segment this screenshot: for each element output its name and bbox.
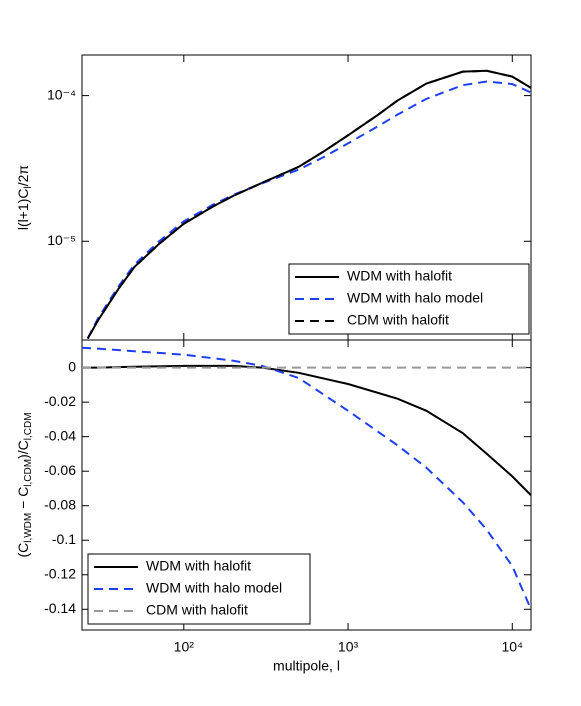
x-tick-label: 10² <box>174 639 195 655</box>
series-line <box>86 69 531 340</box>
y-tick-label: -0.06 <box>44 462 76 478</box>
x-tick-label: 10⁴ <box>501 639 523 655</box>
series-line <box>82 364 531 497</box>
y-axis-label-subscript: l,CDM <box>23 459 34 487</box>
y-tick-label: -0.04 <box>44 427 76 443</box>
plot-area <box>82 346 531 610</box>
y-axis-label-subscript: l <box>23 186 34 188</box>
legend-label: WDM with halofit <box>146 558 251 574</box>
y-axis-label: l(l+1)Cl/2π <box>15 165 34 231</box>
y-axis-label-subscript: l,CDM <box>23 412 34 440</box>
y-axis-label-subscript: l,WDM <box>23 513 34 543</box>
y-axis-label-part: − C <box>15 487 31 513</box>
legend-label: CDM with halofit <box>146 602 248 618</box>
y-tick-label: -0.12 <box>44 565 76 581</box>
y-tick-label: 10⁻⁵ <box>47 232 76 248</box>
y-axis-label: (Cl,WDM − Cl,CDM)/Cl,CDM <box>15 412 34 557</box>
y-axis-label-part: (C <box>15 543 31 558</box>
legend-label: CDM with halofit <box>347 312 449 328</box>
y-tick-label: -0.08 <box>44 496 76 512</box>
legend-label: WDM with halo model <box>347 290 483 306</box>
legend-label: WDM with halofit <box>347 268 452 284</box>
x-tick-label: 10³ <box>338 639 359 655</box>
y-axis-label-part: l(l+1)C <box>15 188 31 230</box>
x-axis-label: multipole, l <box>273 658 340 674</box>
y-tick-label: 10⁻⁴ <box>47 86 76 102</box>
legend-label: WDM with halo model <box>146 580 282 596</box>
y-tick-label: -0.14 <box>44 600 76 616</box>
plot-area <box>86 69 531 340</box>
axes-frame <box>81 339 532 631</box>
y-axis-label-part: )/C <box>15 440 31 459</box>
y-tick-label: -0.02 <box>44 393 76 409</box>
series-line <box>82 346 531 610</box>
y-tick-label: -0.1 <box>52 531 76 547</box>
y-axis-label-part: /2π <box>15 165 31 187</box>
y-tick-label: 0 <box>68 358 76 374</box>
